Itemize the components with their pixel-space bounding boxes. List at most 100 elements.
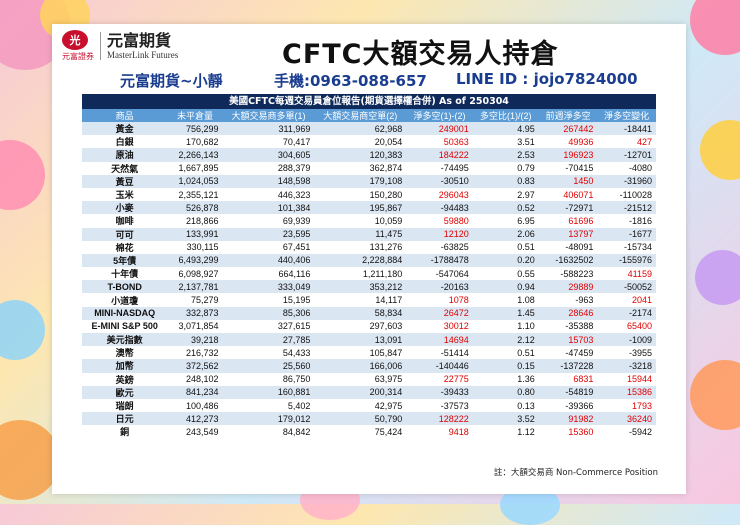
masterlink-logo: 光 元富證券 元富期貨 MasterLink Futures [62, 30, 178, 62]
table-cell: 0.13 [472, 398, 539, 413]
commodity-name: 白銀 [82, 135, 168, 149]
table-cell: 67,451 [222, 240, 315, 254]
table-cell: 179,108 [314, 174, 407, 188]
table-cell: 195,867 [314, 201, 407, 215]
table-cell: 1.36 [472, 372, 539, 386]
table-cell: -54819 [538, 385, 598, 399]
commodity-name: 小道瓊 [82, 293, 168, 307]
table-cell: 841,234 [167, 385, 223, 399]
table-cell: -63825 [406, 240, 473, 254]
table-cell: 26472 [406, 306, 473, 320]
table-cell: -50052 [597, 280, 656, 294]
table-cell: 2.06 [472, 227, 539, 241]
table-cell: -5942 [597, 425, 656, 439]
cftc-table: 商品 未平倉量 大額交易商多單(1) 大額交易商空單(2) 淨多空(1)-(2) 多空比(… [82, 109, 656, 439]
table-cell: 1,024,053 [167, 174, 223, 188]
table-cell: 166,006 [314, 359, 407, 373]
table-cell: 2,355,121 [167, 187, 223, 202]
table-cell: 0.20 [472, 253, 539, 268]
commodity-name: 美元指數 [82, 333, 168, 347]
table-cell: 362,874 [314, 161, 407, 175]
table-cell: 200,314 [314, 385, 407, 399]
commodity-name: 棉花 [82, 240, 168, 254]
table-row: 美元指數 39,218 27,785 13,091 14694 2.12 15703 -100… [82, 333, 656, 347]
commodity-name: 銅 [82, 425, 168, 439]
table-cell: 196923 [538, 148, 598, 162]
table-row: 白銀 170,682 70,417 20,054 50363 3.51 49936 427 [82, 135, 656, 149]
table-row: 日元 412,273 179,012 50,790 128222 3.52 91982 362… [82, 412, 656, 426]
table-cell: 248,102 [167, 372, 223, 386]
table-cell: -12701 [597, 148, 656, 162]
logo-badge: 光 [62, 30, 88, 50]
table-row: T-BOND 2,137,781 333,049 353,212 -20163 0.94 2… [82, 280, 656, 294]
table-cell: 1,667,895 [167, 161, 223, 175]
table-cell: 2,137,781 [167, 280, 223, 294]
table-cell: -47459 [538, 346, 598, 360]
table-cell: 49936 [538, 135, 598, 149]
column-header: 淨多空(1)-(2) [406, 109, 473, 122]
table-cell: 184222 [406, 148, 473, 162]
table-header-row: 商品 未平倉量 大額交易商多單(1) 大額交易商空單(2) 淨多空(1)-(2) 多空比(… [82, 109, 656, 122]
table-cell: -30510 [406, 174, 473, 188]
table-cell: 133,991 [167, 227, 223, 241]
table-cell: 160,881 [222, 385, 315, 399]
table-cell: -39366 [538, 398, 598, 413]
table-row: 銅 243,549 84,842 75,424 9418 1.12 15360 -5942 [82, 425, 656, 439]
table-cell: -3218 [597, 359, 656, 373]
table-cell: -2174 [597, 306, 656, 320]
table-cell: 75,279 [167, 293, 223, 307]
commodity-name: 小麥 [82, 201, 168, 215]
table-cell: 353,212 [314, 280, 407, 294]
table-cell: 311,969 [222, 122, 315, 136]
commodity-name: 黃金 [82, 122, 168, 136]
table-row: 黃豆 1,024,053 148,598 179,108 -30510 0.83 1450-… [82, 174, 656, 188]
table-cell: 50,790 [314, 412, 407, 426]
table-cell: 14,117 [314, 293, 407, 307]
table-cell: 15703 [538, 333, 598, 347]
table-row: 棉花 330,115 67,451 131,276 -63825 0.51 -48091 -1… [82, 240, 656, 254]
table-cell: 0.94 [472, 280, 539, 294]
table-cell: 756,299 [167, 122, 223, 136]
table-cell: -18441 [597, 122, 656, 136]
commodity-name: MINI-NASDAQ [82, 306, 168, 320]
table-cell: 20,054 [314, 135, 407, 149]
table-cell: -1788478 [406, 253, 473, 268]
table-cell: -74495 [406, 161, 473, 175]
table-cell: -1632502 [538, 253, 598, 268]
table-cell: 13797 [538, 227, 598, 241]
table-cell: 1.12 [472, 425, 539, 439]
table-cell: 267442 [538, 122, 598, 136]
column-header: 多空比(1)/(2) [472, 109, 539, 122]
table-cell: 65400 [597, 319, 656, 333]
table-cell: 62,968 [314, 122, 407, 136]
table-cell: 131,276 [314, 240, 407, 254]
table-cell: 15944 [597, 372, 656, 386]
table-cell: 85,306 [222, 306, 315, 320]
table-cell: 15,195 [222, 293, 315, 307]
table-cell: -15734 [597, 240, 656, 254]
phone-number: 手機:0963-088-657 [274, 72, 427, 90]
table-row: 英鎊 248,102 86,750 63,975 22775 1.36 6831 15944 [82, 372, 656, 386]
table-cell: -72971 [538, 201, 598, 215]
table-row: 瑞朗 100,486 5,402 42,975 -37573 0.13 -39366 1793 [82, 398, 656, 413]
table-cell: 2.12 [472, 333, 539, 347]
table-row: 歐元 841,234 160,881 200,314 -39433 0.80 -54819 1… [82, 385, 656, 399]
table-cell: 332,873 [167, 306, 223, 320]
table-cell: 0.51 [472, 346, 539, 360]
commodity-name: 澳幣 [82, 346, 168, 360]
table-cell: 27,785 [222, 333, 315, 347]
page-title: CFTC大額交易人持倉 [282, 39, 559, 70]
table-cell: 28646 [538, 306, 598, 320]
table-cell: 30012 [406, 319, 473, 333]
table-cell: 2041 [597, 293, 656, 307]
table-cell: 12120 [406, 227, 473, 241]
table-cell: 0.80 [472, 385, 539, 399]
table-cell: 105,847 [314, 346, 407, 360]
table-row: 小麥 526,878 101,384 195,867 -94483 0.52 -72971-… [82, 201, 656, 215]
logo-sub: 元富證券 [62, 52, 94, 61]
table-cell: 179,012 [222, 412, 315, 426]
table-cell: 1,211,180 [314, 267, 407, 281]
table-cell: 58,834 [314, 306, 407, 320]
table-cell: 3.52 [472, 412, 539, 426]
table-cell: 1078 [406, 293, 473, 307]
